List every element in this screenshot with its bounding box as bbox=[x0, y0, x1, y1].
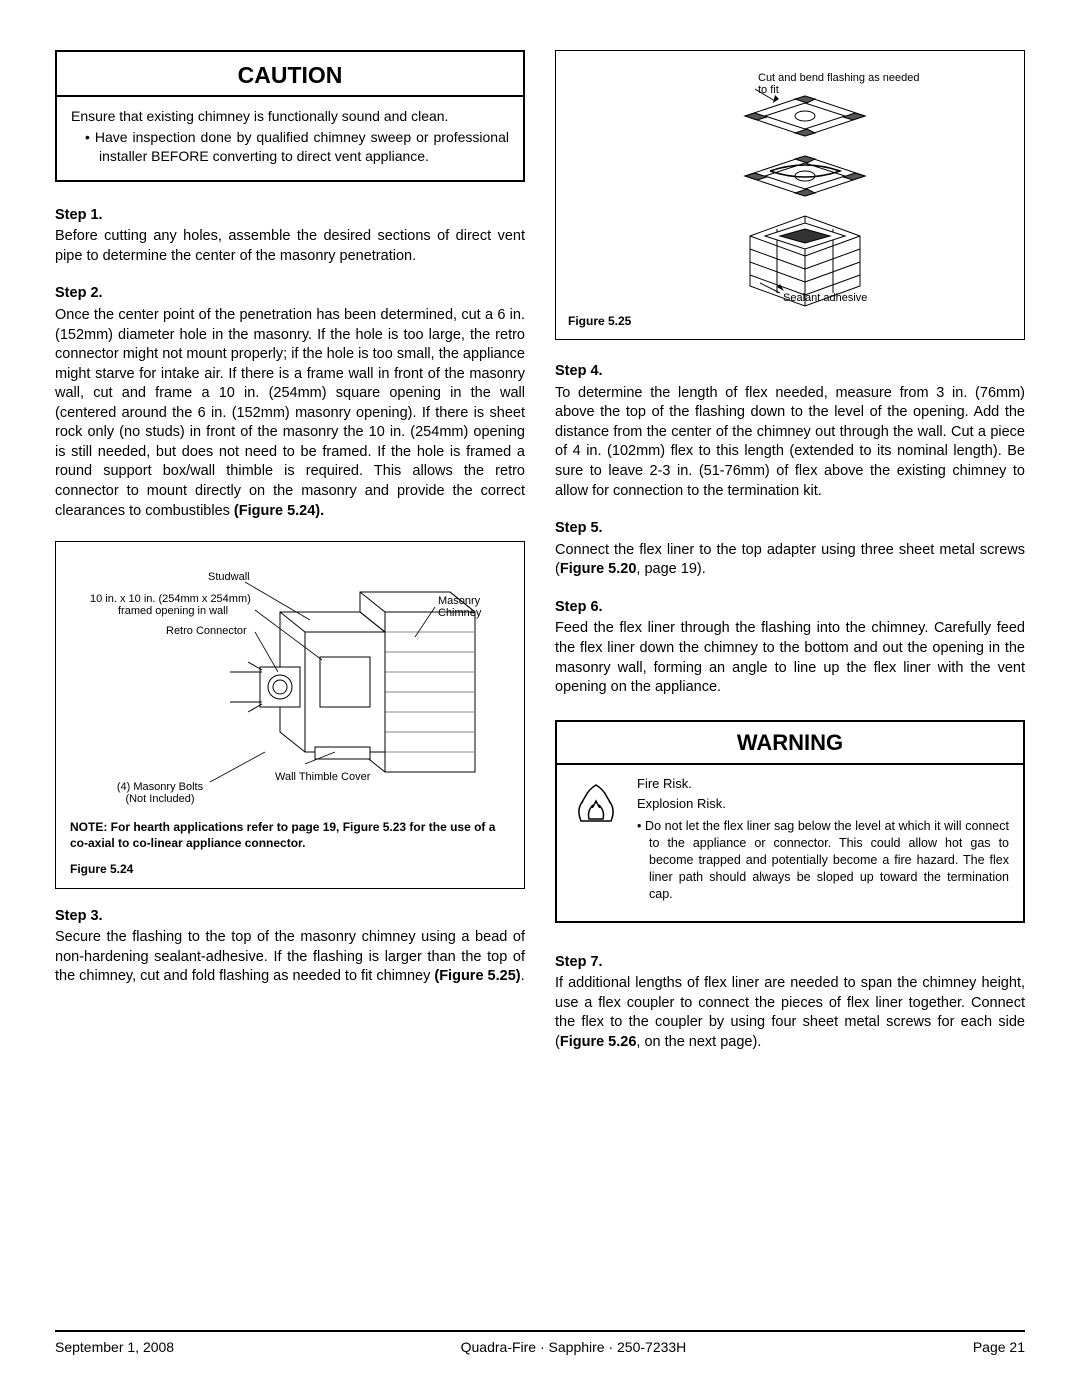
warning-body: Fire Risk. Explosion Risk. Do not let th… bbox=[557, 765, 1023, 920]
right-column: Cut and bend flashing as needed to fit S… bbox=[555, 50, 1025, 1290]
step-4-body: To determine the length of flex needed, … bbox=[555, 384, 1025, 501]
lbl-retro: Retro Connector bbox=[166, 625, 247, 637]
figure-5-24: Studwall 10 in. x 10 in. (254mm x 254mm)… bbox=[55, 541, 525, 888]
warning-box: WARNING Fire Risk. Explosion Risk. Do no… bbox=[555, 720, 1025, 923]
caution-bullet: Have inspection done by qualified chimne… bbox=[85, 128, 509, 166]
lbl-masonry-b: Chimney bbox=[438, 607, 482, 619]
step-6-title: Step 6. bbox=[555, 598, 1025, 618]
lbl-open-a: 10 in. x 10 in. (254mm x 254mm) bbox=[90, 593, 251, 605]
step-2-text: Once the center point of the penetration… bbox=[55, 307, 525, 519]
lbl-cut-a: Cut and bend flashing as needed bbox=[758, 72, 919, 84]
step-5-title: Step 5. bbox=[555, 519, 1025, 539]
lbl-masonry-a: Masonry bbox=[438, 595, 481, 607]
page-footer: September 1, 2008 Quadra-Fire · Sapphire… bbox=[55, 1330, 1025, 1357]
lbl-studwall: Studwall bbox=[208, 571, 250, 583]
footer-page: Page 21 bbox=[973, 1338, 1025, 1357]
step-2-body: Once the center point of the penetration… bbox=[55, 306, 525, 521]
page-content: CAUTION Ensure that existing chimney is … bbox=[55, 50, 1025, 1290]
step-7-body: If additional lengths of flex liner are … bbox=[555, 974, 1025, 1052]
caution-text: Ensure that existing chimney is function… bbox=[71, 107, 509, 126]
lbl-bolts-b: (Not Included) bbox=[125, 793, 194, 805]
step-7-text-b: , on the next page). bbox=[636, 1034, 761, 1050]
footer-product: Quadra-Fire · Sapphire · 250-7233H bbox=[174, 1338, 973, 1357]
step-3-body: Secure the flashing to the top of the ma… bbox=[55, 928, 525, 987]
step-5-text-b: , page 19). bbox=[636, 561, 705, 577]
figure-5-24-caption: Figure 5.24 bbox=[70, 861, 510, 877]
step-5-ref: Figure 5.20 bbox=[560, 561, 637, 577]
step-1-body: Before cutting any holes, assemble the d… bbox=[55, 227, 525, 266]
lbl-cut-b: to fit bbox=[758, 84, 779, 96]
figure-5-24-note: NOTE: For hearth applications refer to p… bbox=[70, 820, 510, 851]
lbl-sealant: Sealant adhesive bbox=[783, 292, 867, 304]
step-1-title: Step 1. bbox=[55, 206, 525, 226]
step-5-body: Connect the flex liner to the top adapte… bbox=[555, 541, 1025, 580]
step-2-ref: (Figure 5.24). bbox=[234, 503, 324, 519]
warning-icon bbox=[571, 775, 621, 830]
step-4-title: Step 4. bbox=[555, 362, 1025, 382]
caution-box: CAUTION Ensure that existing chimney is … bbox=[55, 50, 525, 182]
step-2-title: Step 2. bbox=[55, 284, 525, 304]
step-3-text-b: . bbox=[521, 968, 525, 984]
step-3-ref: (Figure 5.25) bbox=[434, 968, 520, 984]
step-3-title: Step 3. bbox=[55, 907, 525, 927]
warning-bullet: Do not let the flex liner sag below the … bbox=[637, 818, 1009, 902]
footer-date: September 1, 2008 bbox=[55, 1338, 174, 1357]
lbl-open-b: framed opening in wall bbox=[118, 605, 228, 617]
figure-5-24-svg: Studwall 10 in. x 10 in. (254mm x 254mm)… bbox=[80, 552, 500, 812]
warning-text: Fire Risk. Explosion Risk. Do not let th… bbox=[637, 775, 1009, 902]
warning-risk-1: Fire Risk. bbox=[637, 775, 1009, 793]
step-7-title: Step 7. bbox=[555, 953, 1025, 973]
lbl-bolts-a: (4) Masonry Bolts bbox=[117, 781, 204, 793]
figure-5-25-caption: Figure 5.25 bbox=[568, 313, 1012, 329]
figure-5-25: Cut and bend flashing as needed to fit S… bbox=[555, 50, 1025, 340]
caution-title: CAUTION bbox=[57, 52, 523, 97]
left-column: CAUTION Ensure that existing chimney is … bbox=[55, 50, 525, 1290]
caution-body: Ensure that existing chimney is function… bbox=[57, 97, 523, 180]
warning-risk-2: Explosion Risk. bbox=[637, 795, 1009, 813]
lbl-thimble: Wall Thimble Cover bbox=[275, 771, 371, 783]
warning-title: WARNING bbox=[557, 722, 1023, 766]
figure-5-25-svg: Cut and bend flashing as needed to fit S… bbox=[585, 61, 995, 311]
step-7-ref: Figure 5.26 bbox=[560, 1034, 637, 1050]
step-6-body: Feed the flex liner through the flashing… bbox=[555, 619, 1025, 697]
